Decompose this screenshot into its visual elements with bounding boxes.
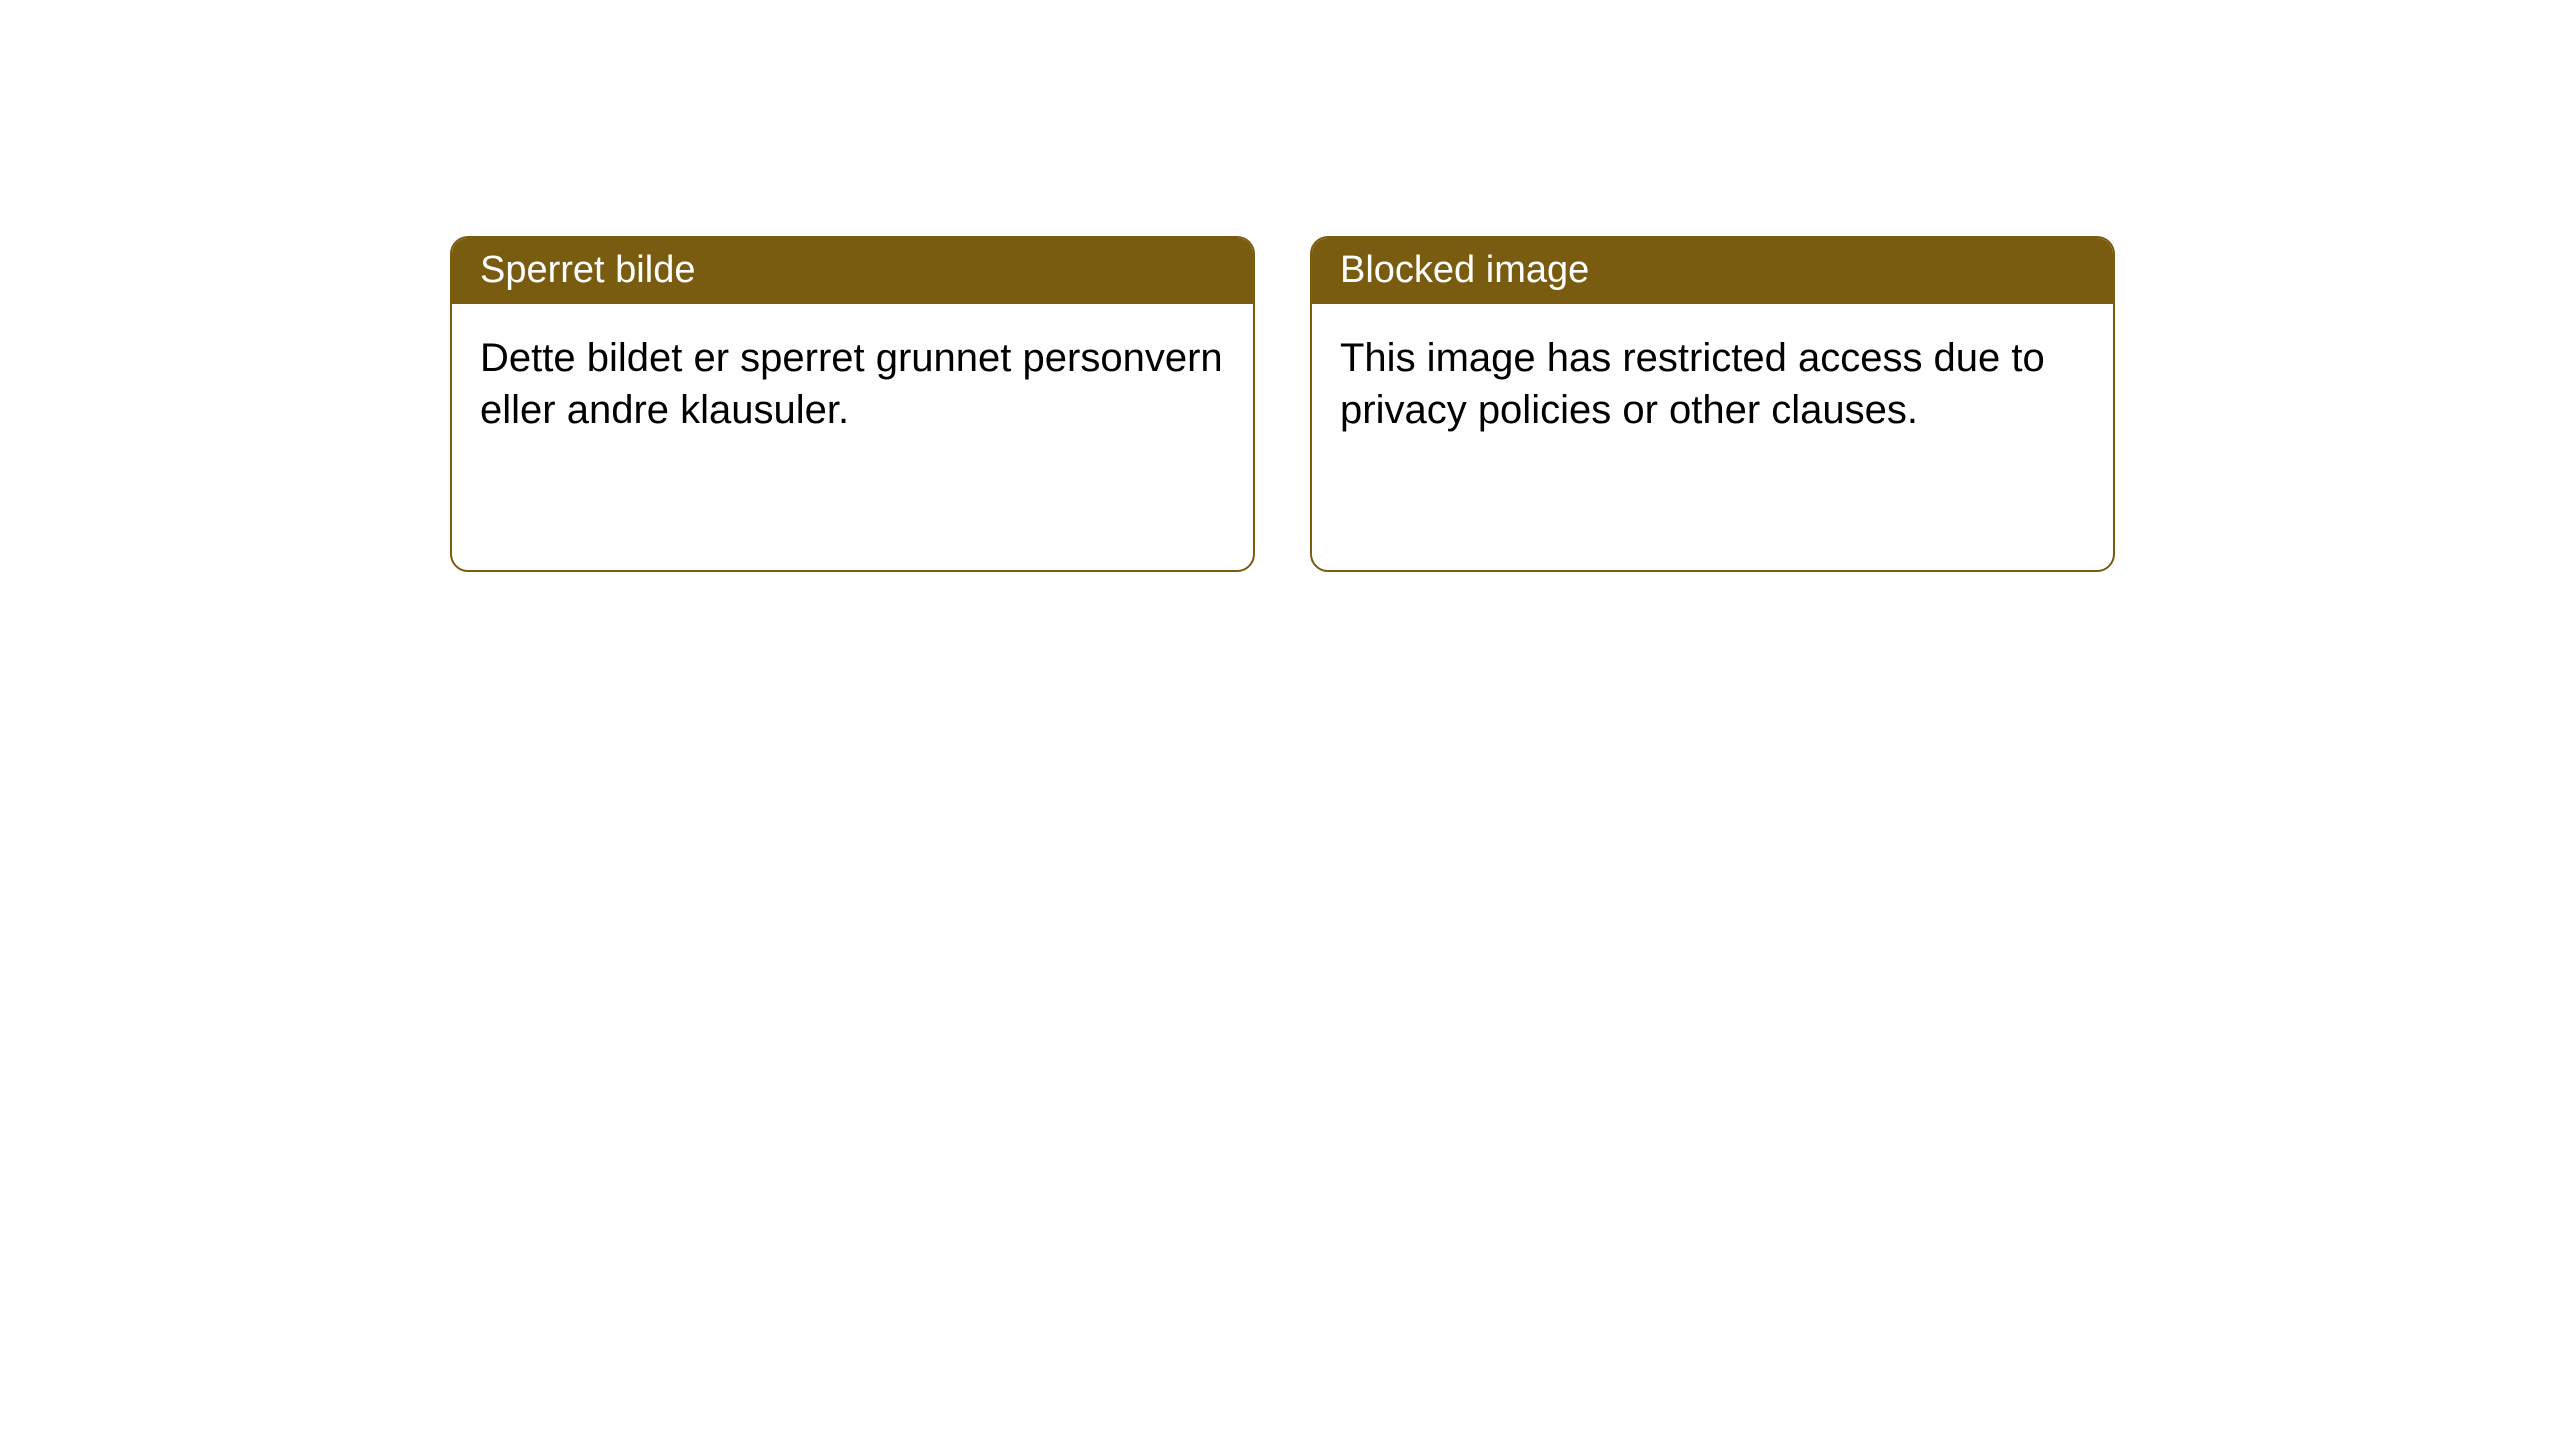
card-body: Dette bildet er sperret grunnet personve… [452, 304, 1253, 464]
cards-container: Sperret bilde Dette bildet er sperret gr… [450, 236, 2115, 572]
card-title: Blocked image [1340, 249, 1589, 291]
card-header: Sperret bilde [452, 238, 1253, 304]
card-body-text: This image has restricted access due to … [1340, 336, 2045, 432]
blocked-image-card-no: Sperret bilde Dette bildet er sperret gr… [450, 236, 1255, 572]
card-header: Blocked image [1312, 238, 2113, 304]
card-title: Sperret bilde [480, 249, 695, 291]
card-body: This image has restricted access due to … [1312, 304, 2113, 464]
blocked-image-card-en: Blocked image This image has restricted … [1310, 236, 2115, 572]
card-body-text: Dette bildet er sperret grunnet personve… [480, 336, 1223, 432]
